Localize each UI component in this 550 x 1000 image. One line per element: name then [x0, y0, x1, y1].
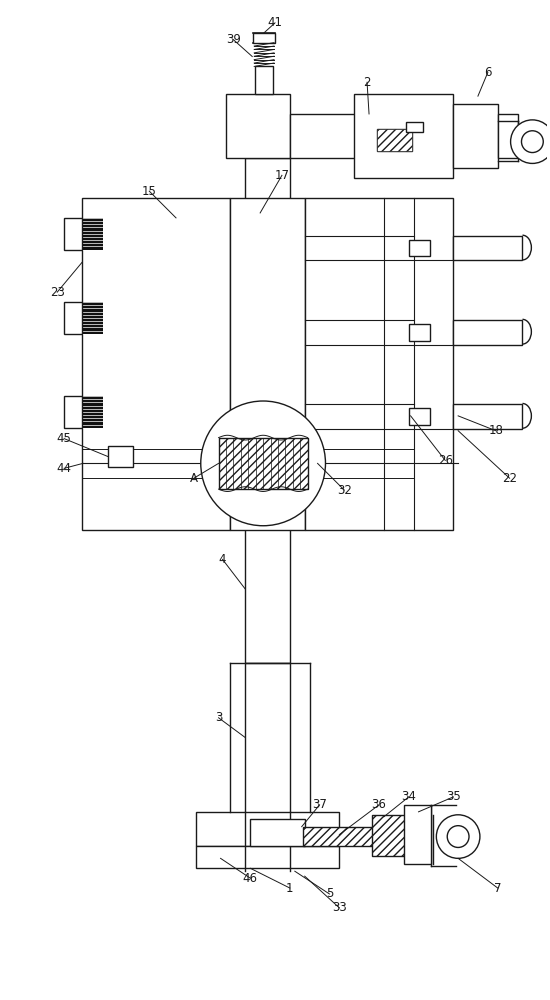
Bar	[409, 240, 431, 256]
Bar	[83, 218, 103, 250]
Circle shape	[201, 401, 326, 526]
Text: 3: 3	[215, 711, 222, 724]
Text: 45: 45	[57, 432, 72, 445]
Bar	[377, 129, 411, 151]
Bar	[404, 805, 431, 864]
Bar	[245, 663, 290, 817]
Text: 34: 34	[401, 790, 416, 803]
Bar	[255, 66, 273, 94]
Bar	[253, 33, 275, 43]
Bar	[64, 396, 82, 428]
Bar	[305, 198, 453, 530]
Bar	[290, 114, 369, 158]
Bar	[372, 815, 406, 856]
Text: 18: 18	[488, 424, 503, 437]
Text: 4: 4	[219, 553, 226, 566]
Bar	[218, 438, 307, 489]
Text: A: A	[190, 472, 198, 485]
Text: 2: 2	[364, 76, 371, 89]
Bar	[354, 94, 453, 178]
Text: 41: 41	[267, 16, 283, 29]
Text: 44: 44	[57, 462, 72, 475]
Bar	[64, 302, 82, 334]
Text: 46: 46	[243, 872, 258, 885]
Bar	[230, 198, 305, 530]
Text: 39: 39	[226, 33, 241, 46]
Bar	[302, 827, 374, 846]
Bar	[82, 198, 230, 530]
Bar	[453, 104, 498, 168]
Text: 6: 6	[484, 66, 492, 79]
Bar	[453, 320, 522, 345]
Text: 35: 35	[446, 790, 460, 803]
Text: 5: 5	[326, 887, 333, 900]
Text: 7: 7	[494, 882, 502, 895]
Bar	[453, 404, 522, 429]
Text: 17: 17	[274, 169, 289, 182]
Text: 32: 32	[337, 484, 352, 497]
Bar	[108, 446, 134, 467]
Circle shape	[447, 826, 469, 847]
Bar	[377, 129, 411, 151]
Bar	[218, 438, 307, 489]
Bar	[372, 815, 406, 856]
Bar	[64, 218, 82, 250]
Text: 36: 36	[371, 798, 387, 811]
Bar	[226, 94, 290, 158]
Bar	[83, 302, 103, 334]
Circle shape	[510, 120, 550, 163]
Text: 37: 37	[312, 798, 327, 811]
Bar	[453, 236, 522, 260]
Circle shape	[521, 131, 543, 153]
Text: 22: 22	[502, 472, 517, 485]
Bar	[250, 819, 305, 846]
Bar	[245, 158, 290, 663]
Bar	[302, 827, 374, 846]
Text: 15: 15	[142, 185, 157, 198]
Text: 33: 33	[332, 901, 346, 914]
Bar	[196, 812, 339, 846]
Bar	[409, 324, 431, 341]
Bar	[83, 396, 103, 428]
Bar	[196, 846, 339, 868]
Circle shape	[436, 815, 480, 858]
Text: 23: 23	[50, 286, 65, 299]
Text: 1: 1	[286, 882, 294, 895]
Text: 26: 26	[438, 454, 453, 467]
Bar	[498, 114, 518, 158]
Bar	[406, 122, 424, 132]
Bar	[409, 408, 431, 425]
